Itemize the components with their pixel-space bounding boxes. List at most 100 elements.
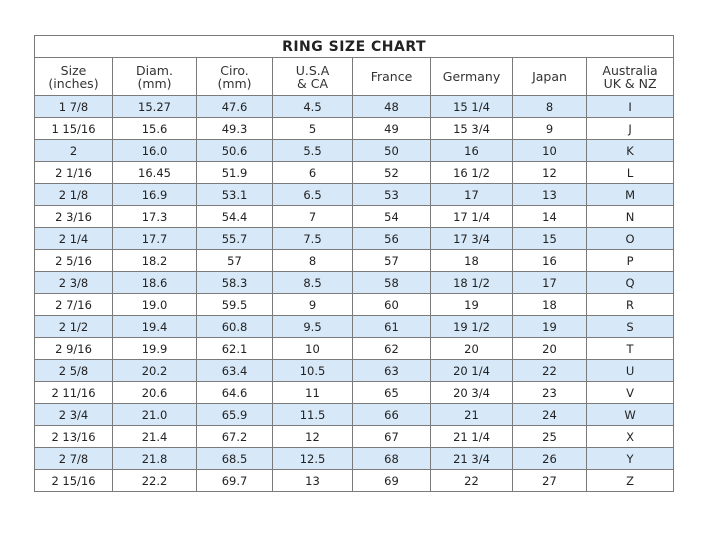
table-cell: 5.5 [272,139,353,162]
table-cell: 4.5 [272,95,353,118]
table-cell: 2 3/8 [34,271,113,294]
table-cell: 63 [352,359,431,382]
table-row: 2 1/8 16.9 53.1 6.5 53 17 13 M [34,183,675,206]
table-cell: 47.6 [196,95,273,118]
table-cell: 6 [272,161,353,184]
table-cell: 56 [352,227,431,250]
table-row: 2 5/16 18.2 57 8 57 18 16 P [34,249,675,272]
table-cell: 66 [352,403,431,426]
table-cell: P [585,249,675,272]
table-row: 2 1/4 17.7 55.7 7.5 56 17 3/4 15 O [34,227,675,250]
table-cell: 18.2 [112,249,197,272]
table-row: 2 5/8 20.2 63.4 10.5 63 20 1/4 22 U [34,359,675,382]
table-cell: 63.4 [196,359,273,382]
column-header-line: & CA [297,75,328,91]
table-cell: 5 [272,117,353,140]
column-header-line: Germany [442,69,501,84]
table-cell: 18 1/2 [430,271,513,294]
table-cell: 21 1/4 [430,425,513,448]
table-cell: 7 [272,205,353,228]
table-cell: X [585,425,675,448]
table-cell: T [585,337,675,360]
table-cell: K [585,139,675,162]
table-cell: 67 [352,425,431,448]
table-cell: 15 [512,227,587,250]
table-cell: 60.8 [196,315,273,338]
table-cell: 22.2 [112,469,197,492]
table-cell: 14 [512,205,587,228]
table-cell: M [585,183,675,206]
column-header-line: Ciro. [220,62,249,78]
table-cell: 62.1 [196,337,273,360]
table-cell: 49.3 [196,117,273,140]
table-cell: 11.5 [272,403,353,426]
table-cell: 62 [352,337,431,360]
table-cell: 16.0 [112,139,197,162]
table-cell: 52 [352,161,431,184]
table-cell: 2 7/8 [34,447,113,470]
table-cell: 12 [512,161,587,184]
table-cell: 68 [352,447,431,470]
table-cell: 2 15/16 [34,469,113,492]
table-row: 2 9/16 19.9 62.1 10 62 20 20 T [34,337,675,360]
table-cell: 19 [512,315,587,338]
table-cell: 2 9/16 [34,337,113,360]
table-cell: 48 [352,95,431,118]
table-cell: 18.6 [112,271,197,294]
table-cell: 2 5/16 [34,249,113,272]
table-cell: 16 [430,139,513,162]
table-cell: 60 [352,293,431,316]
table-cell: 54 [352,205,431,228]
table-cell: 19.9 [112,337,197,360]
table-cell: 21 [430,403,513,426]
table-cell: 9 [272,293,353,316]
table-cell: 20 3/4 [430,381,513,404]
table-cell: 58.3 [196,271,273,294]
table-cell: 8 [272,249,353,272]
column-header-line: U.S.A [295,62,330,78]
table-cell: 19.4 [112,315,197,338]
table-cell: 1 15/16 [34,117,113,140]
column-header-line: Diam. [136,62,173,78]
table-cell: 2 3/16 [34,205,113,228]
column-header-line: Australia [602,62,658,78]
table-cell: 20.6 [112,381,197,404]
table-cell: Q [585,271,675,294]
table-cell: 1 7/8 [34,95,113,118]
table-row: 2 15/16 22.2 69.7 13 69 22 27 Z [34,469,675,492]
table-cell: 16 [512,249,587,272]
table-cell: 17 1/4 [430,205,513,228]
table-cell: 64.6 [196,381,273,404]
table-row: 2 3/4 21.0 65.9 11.5 66 21 24 W [34,403,675,426]
table-cell: 15.6 [112,117,197,140]
table-cell: 12 [272,425,353,448]
table-cell: 22 [430,469,513,492]
table-cell: 61 [352,315,431,338]
table-cell: 18 [512,293,587,316]
table-cell: 69.7 [196,469,273,492]
table-row: 2 16.0 50.6 5.5 50 16 10 K [34,139,675,162]
table-cell: 17 3/4 [430,227,513,250]
table-cell: 26 [512,447,587,470]
table-cell: J [585,117,675,140]
table-cell: 2 1/2 [34,315,113,338]
table-cell: 21.0 [112,403,197,426]
table-cell: 67.2 [196,425,273,448]
table-cell: Y [585,447,675,470]
table-cell: 2 13/16 [34,425,113,448]
table-cell: 20 1/4 [430,359,513,382]
table-row: 2 1/2 19.4 60.8 9.5 61 19 1/2 19 S [34,315,675,338]
table-cell: 16.9 [112,183,197,206]
table-cell: 2 3/4 [34,403,113,426]
table-cell: 16 1/2 [430,161,513,184]
table-cell: 2 [34,139,113,162]
column-header: Australia UK & NZ [585,57,675,96]
table-cell: 18 [430,249,513,272]
column-header-line: (mm) [217,75,252,91]
table-row: 2 7/8 21.8 68.5 12.5 68 21 3/4 26 Y [34,447,675,470]
table-cell: 9.5 [272,315,353,338]
table-cell: 17 [430,183,513,206]
table-cell: 21 3/4 [430,447,513,470]
table-cell: 9 [512,117,587,140]
column-header-line: France [370,69,413,84]
